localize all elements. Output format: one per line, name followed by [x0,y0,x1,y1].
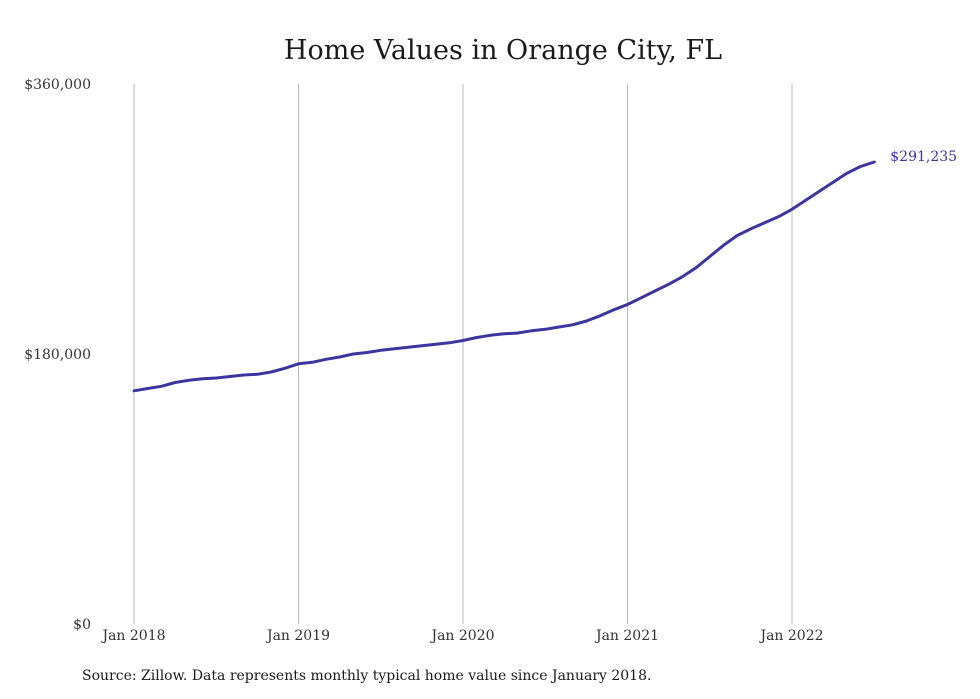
source-note: Source: Zillow. Data represents monthly … [82,668,652,684]
x-tick-label: Jan 2018 [100,628,165,644]
x-tick-label: Jan 2020 [429,628,494,644]
x-tick-label: Jan 2021 [594,628,659,644]
series-line [132,160,876,393]
y-tick-label: $0 [73,617,91,633]
y-axis-ticks: $0 $180,000 $360,000 [24,77,91,633]
x-tick-label: Jan 2019 [265,628,330,644]
grid-lines [133,84,793,624]
y-tick-label: $180,000 [24,347,91,363]
y-tick-label: $360,000 [24,77,91,93]
x-axis-ticks: Jan 2018 Jan 2019 Jan 2020 Jan 2021 Jan 2022 [100,628,823,644]
x-tick-label: Jan 2022 [758,628,823,644]
chart-title: Home Values in Orange City, FL [284,35,722,66]
end-value-label: $291,235 [890,149,957,165]
